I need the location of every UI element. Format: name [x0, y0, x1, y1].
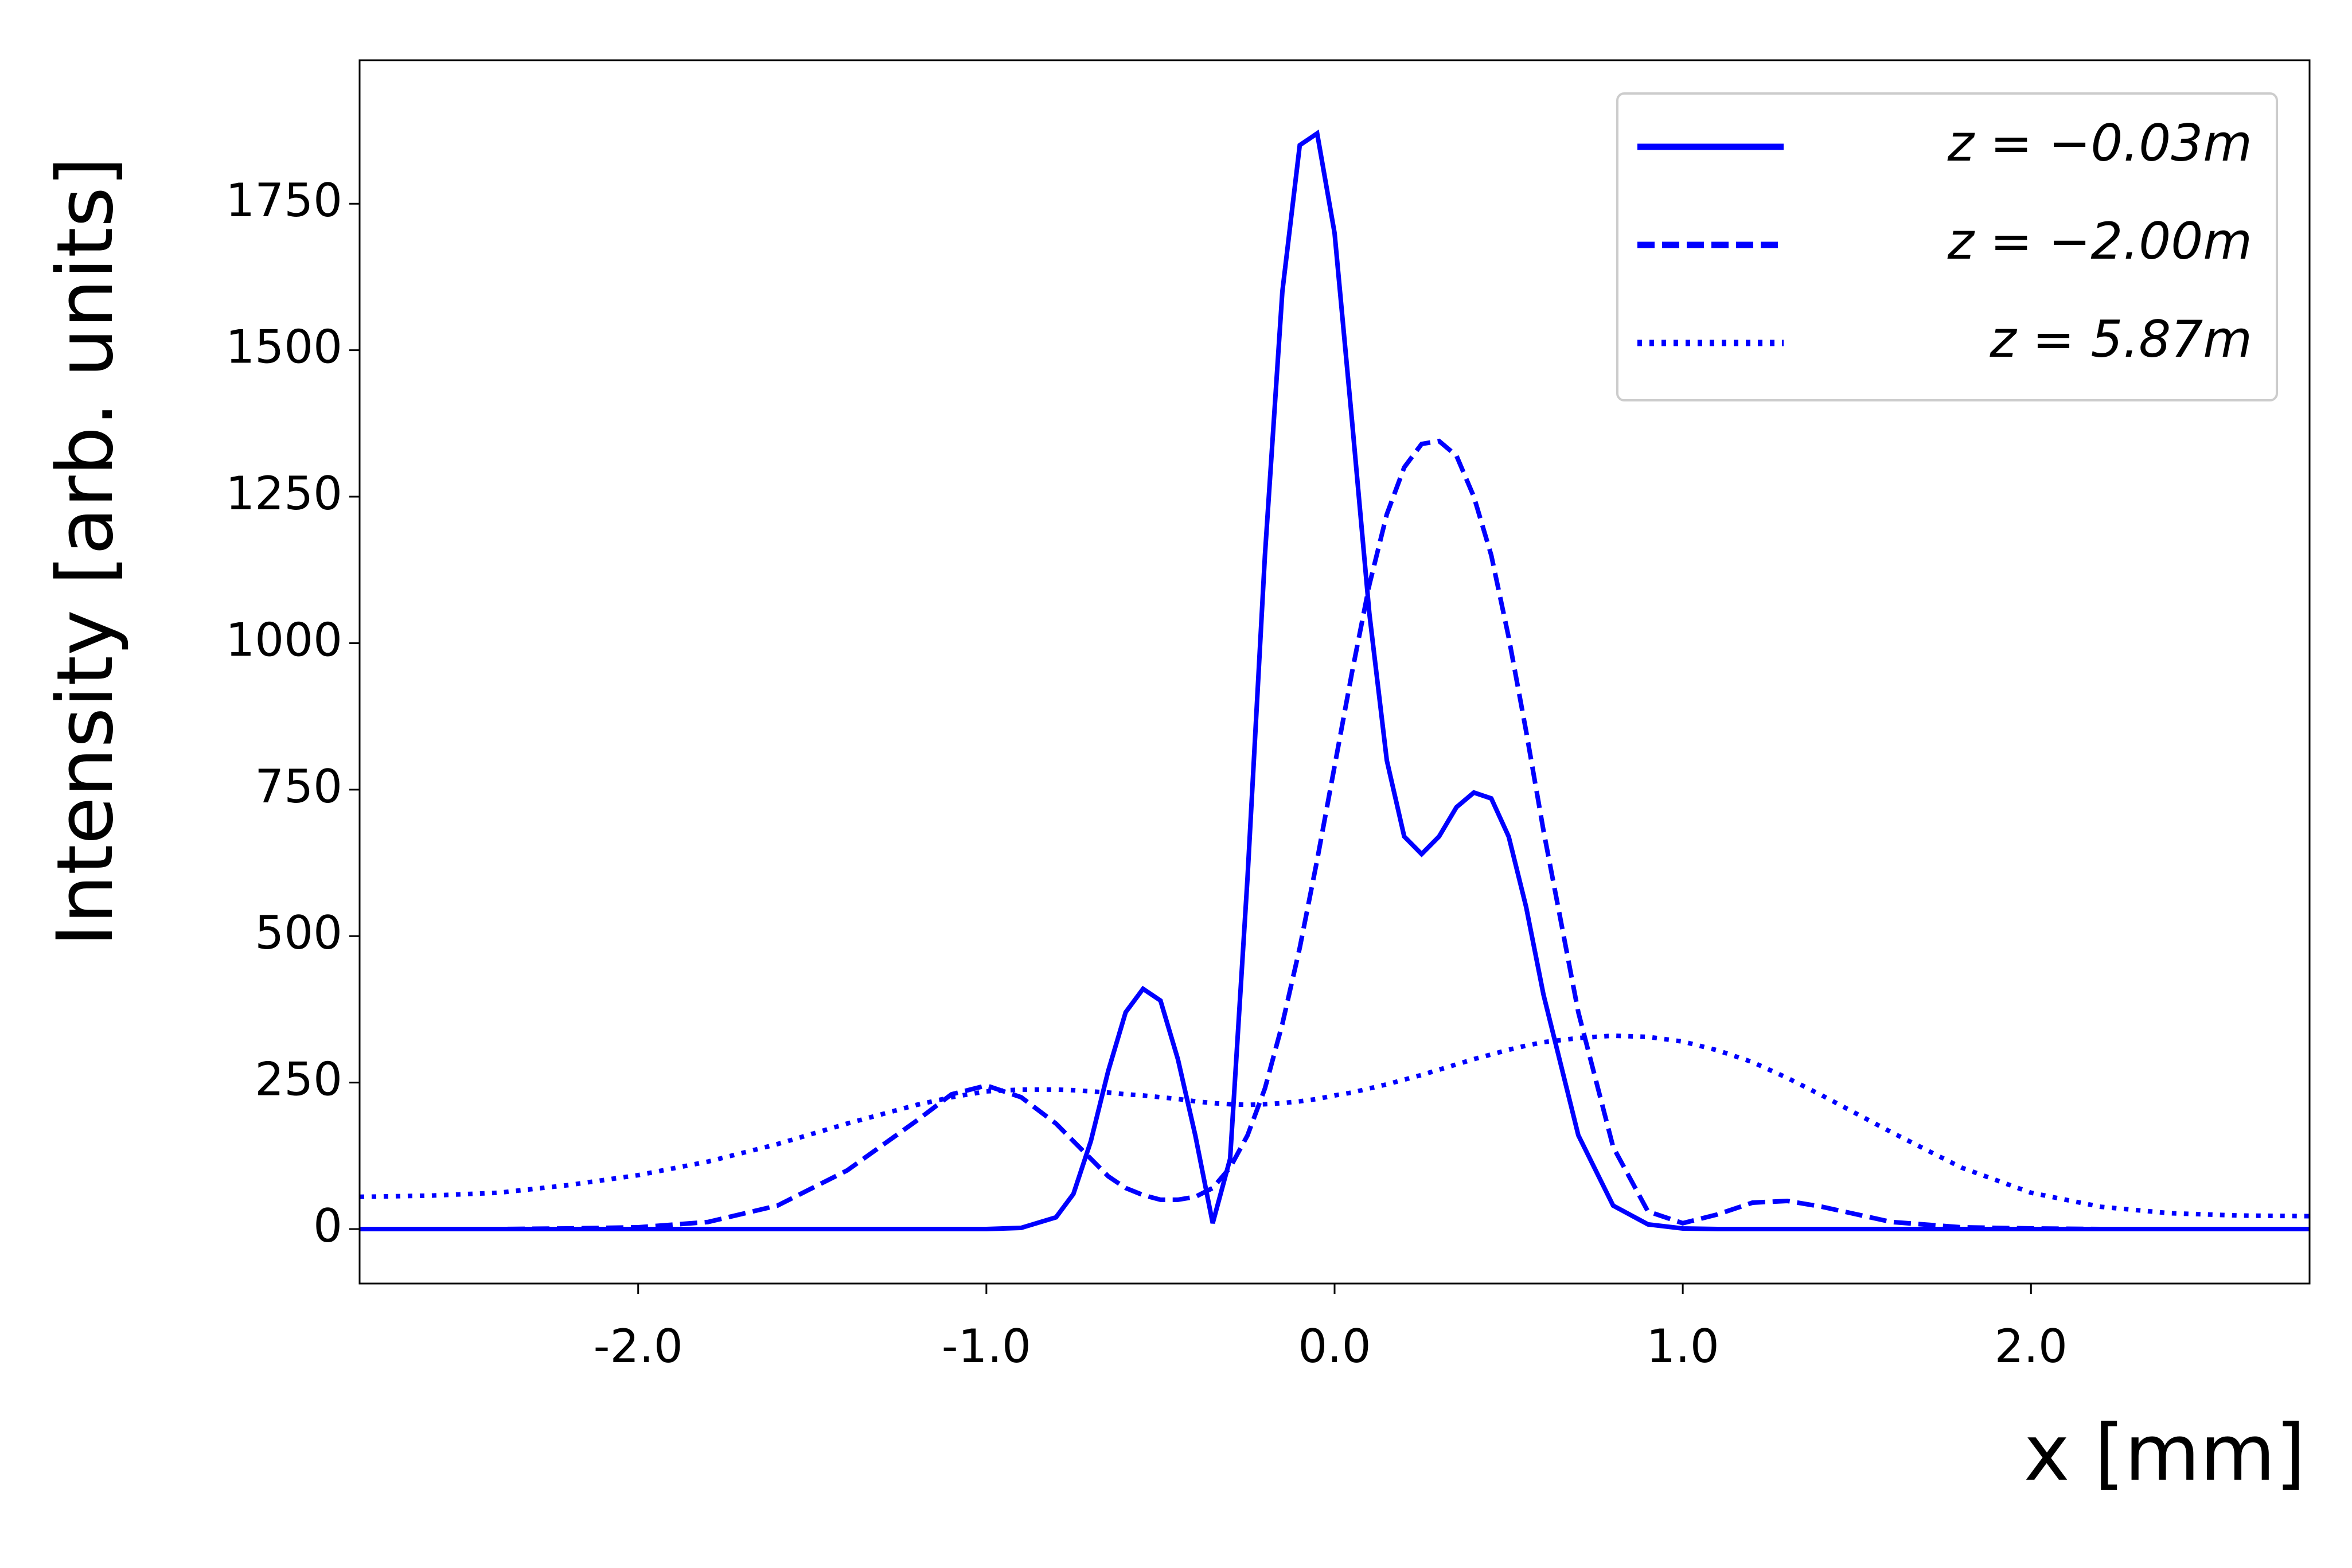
x-tick-label: 0.0: [1298, 1320, 1371, 1373]
y-tick-label: 1500: [225, 321, 342, 374]
legend-label: z = 5.87m: [1989, 310, 2252, 369]
x-tick-label: -2.0: [594, 1320, 683, 1373]
x-tick-label: -1.0: [942, 1320, 1031, 1373]
y-tick-label: 250: [255, 1053, 342, 1106]
legend-label: z = −0.03m: [1947, 114, 2252, 173]
x-tick-label: 1.0: [1647, 1320, 1719, 1373]
legend-box: [1616, 92, 2278, 401]
y-tick-label: 1750: [225, 174, 342, 227]
x-tick-label: 2.0: [1995, 1320, 2068, 1373]
y-tick-label: 1000: [225, 613, 342, 666]
y-tick-label: 1250: [225, 467, 342, 520]
line-series: [360, 129, 2310, 1231]
plot-frame: [358, 59, 2311, 1285]
y-axis-label: Intensity [arb. units]: [40, 157, 130, 947]
y-tick-label: 750: [255, 760, 342, 813]
x-axis-label: x [mm]: [2024, 1408, 2306, 1498]
y-tick-label: 0: [313, 1199, 342, 1253]
line-series: [360, 1033, 2310, 1219]
y-tick-label: 500: [255, 906, 342, 959]
line-series: [360, 438, 2310, 1231]
legend-label: z = −2.00m: [1947, 212, 2252, 271]
